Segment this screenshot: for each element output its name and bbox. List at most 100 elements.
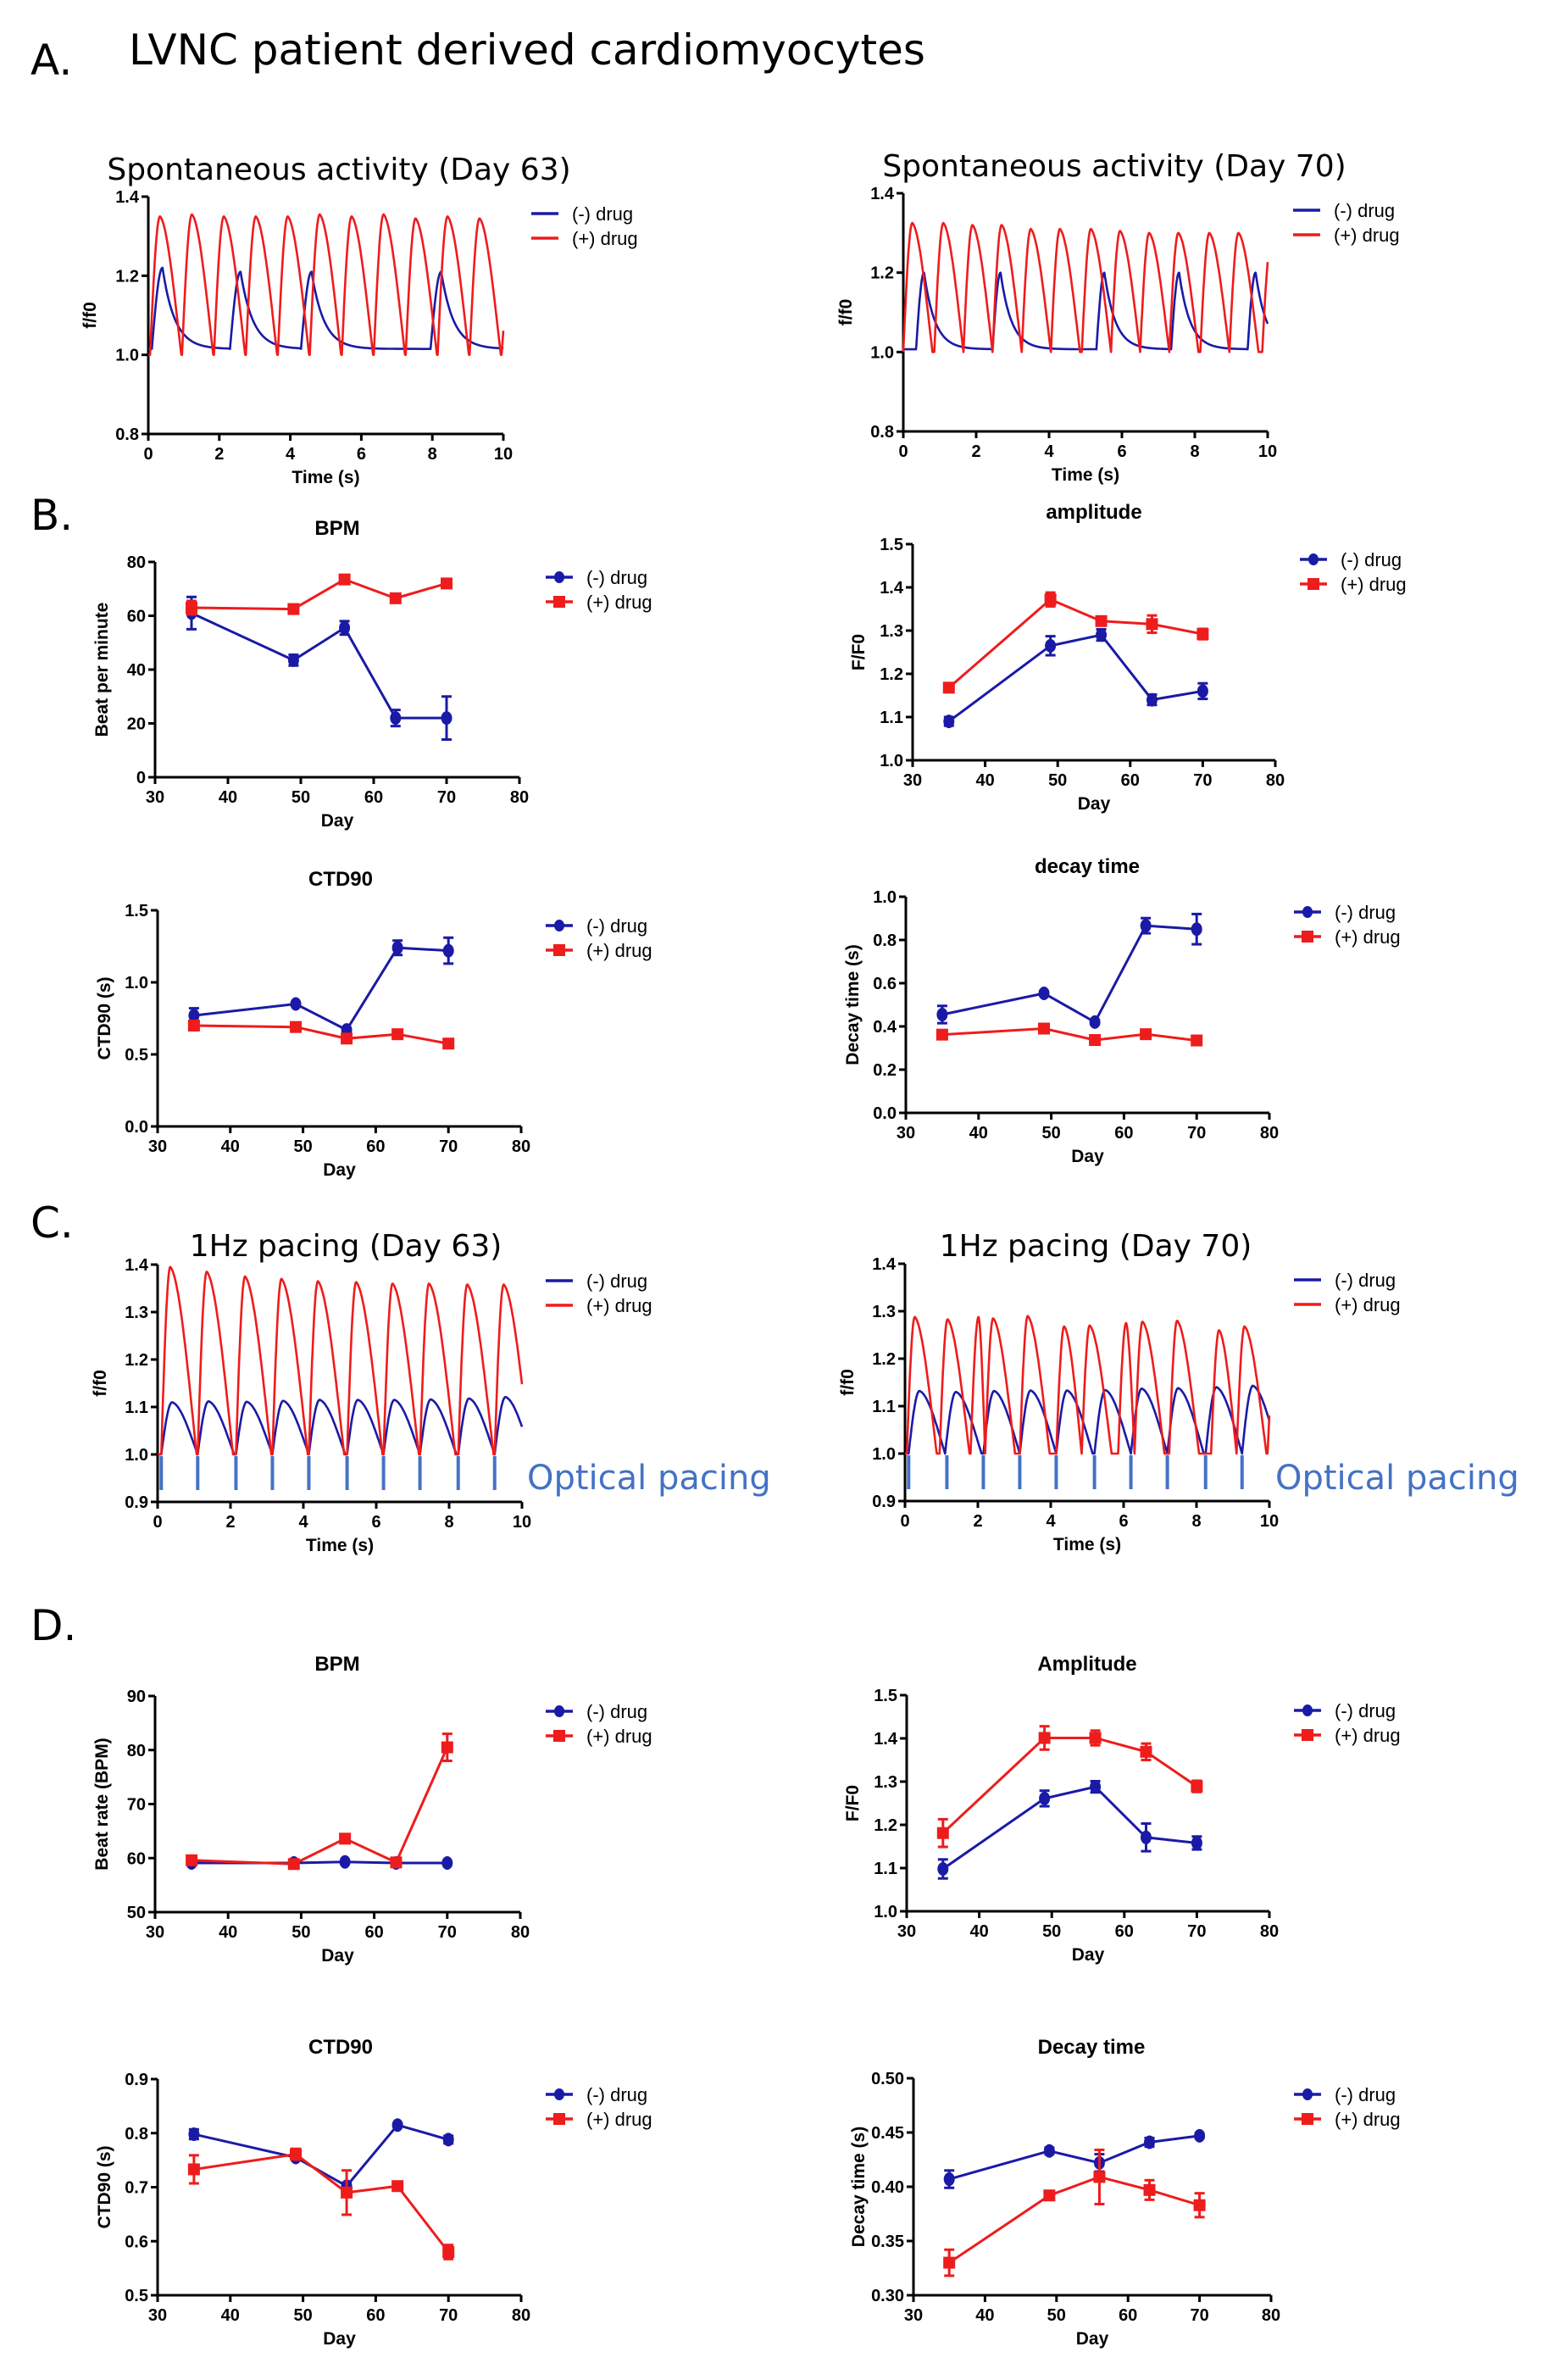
y-tick-label: 0.5 xyxy=(125,2287,148,2305)
legend-marker xyxy=(554,571,564,583)
data-point xyxy=(187,1020,200,1032)
chart-title: 1Hz pacing (Day 70) xyxy=(940,1229,1252,1264)
series-minus-drug xyxy=(904,1384,1271,1455)
data-point xyxy=(188,1009,200,1023)
data-point xyxy=(442,2133,454,2147)
y-axis-label: Decay time (s) xyxy=(843,944,863,1065)
y-tick-label: 0.7 xyxy=(125,2179,148,2198)
legend-label: (+) drug xyxy=(586,2109,652,2130)
x-tick-label: 60 xyxy=(1121,771,1140,790)
y-tick-label: 90 xyxy=(127,1688,146,1706)
data-point xyxy=(186,1854,198,1866)
series-plus-drug xyxy=(187,1020,455,1050)
data-point xyxy=(1090,1780,1102,1794)
data-point xyxy=(1093,2171,1106,2183)
data-point xyxy=(389,592,402,604)
x-tick-label: 4 xyxy=(298,1513,308,1532)
x-tick-label: 30 xyxy=(904,2306,923,2325)
legend-label: (+) drug xyxy=(1341,574,1407,595)
legend-label: (-) drug xyxy=(1335,902,1396,923)
y-axis-label: F/F0 xyxy=(849,634,869,670)
data-point xyxy=(1146,692,1158,707)
data-point xyxy=(441,1855,453,1870)
y-tick-label: 0.8 xyxy=(870,423,894,442)
legend-marker xyxy=(553,596,565,608)
trace-line xyxy=(904,1315,1271,1455)
y-tick-label: 1.2 xyxy=(874,1816,897,1835)
main-title: LVNC patient derived cardiomyocytes xyxy=(129,25,925,75)
x-tick-label: 50 xyxy=(1042,1922,1061,1941)
x-tick-label: 10 xyxy=(1260,1512,1279,1531)
y-tick-label: 0.0 xyxy=(873,1104,897,1123)
series-plus-drug xyxy=(936,1022,1203,1047)
x-tick-label: 10 xyxy=(513,1513,531,1532)
data-point xyxy=(936,1028,948,1041)
y-tick-label: 1.0 xyxy=(880,752,903,770)
x-tick-label: 2 xyxy=(225,1513,235,1532)
y-tick-label: 1.4 xyxy=(874,1730,898,1749)
chart-b2: amplitude 30 40 50 60 70 80 1.0 1.1 1.2 1.3 1.4 1.5 D… xyxy=(849,501,1407,814)
data-point xyxy=(1191,922,1202,937)
data-point xyxy=(1140,1745,1152,1758)
x-tick-label: 50 xyxy=(1047,2306,1066,2325)
y-tick-label: 0.5 xyxy=(125,1046,148,1065)
y-tick-label: 60 xyxy=(127,608,146,626)
chart-d4: Decay time 30 40 50 60 70 80 0.30 0.35 0.40 0.45 0.… xyxy=(849,2036,1401,2349)
data-point xyxy=(1038,1732,1051,1744)
legend: (-) drug (+) drug xyxy=(1294,1270,1401,1315)
y-tick-label: 0.6 xyxy=(125,2233,148,2251)
legend-label: (-) drug xyxy=(1335,1270,1396,1291)
legend-marker xyxy=(1302,1704,1313,1716)
x-tick-label: 30 xyxy=(146,788,164,807)
legend-label: (-) drug xyxy=(572,203,633,225)
legend: (-) drug (+) drug xyxy=(1294,1700,1401,1746)
legend-marker xyxy=(553,2113,565,2125)
series-minus-drug xyxy=(936,912,1202,1029)
x-tick-label: 50 xyxy=(293,1137,312,1156)
data-point xyxy=(1140,1830,1152,1844)
legend-label: (+) drug xyxy=(1334,225,1400,246)
legend: (-) drug (+) drug xyxy=(531,203,638,249)
legend: (-) drug (+) drug xyxy=(546,1701,652,1747)
series-plus-drug xyxy=(186,1732,453,1871)
y-tick-label: 1.2 xyxy=(880,665,903,684)
data-point xyxy=(338,573,351,586)
chart-d2: Amplitude 30 40 50 60 70 80 1.0 1.1 1.2 1.3 1.4 1.5 D… xyxy=(843,1653,1401,1965)
x-tick-label: 60 xyxy=(1114,1124,1133,1143)
x-tick-label: 10 xyxy=(1258,442,1277,461)
series-plus-drug xyxy=(902,221,1269,353)
y-axis-label: F/F0 xyxy=(843,1785,863,1821)
legend: (-) drug (+) drug xyxy=(1294,2084,1401,2130)
legend: (-) drug (+) drug xyxy=(546,2084,652,2130)
legend-marker xyxy=(554,2088,564,2100)
legend: (-) drug (+) drug xyxy=(546,915,652,961)
chart-title: Decay time xyxy=(1038,2036,1146,2059)
chart-b1: BPM 30 40 50 60 70 80 0 20 40 60 80 Day Beat per minu… xyxy=(92,517,652,831)
y-tick-label: 1.1 xyxy=(872,1398,896,1416)
x-tick-label: 40 xyxy=(969,1922,988,1941)
data-point xyxy=(339,1855,351,1869)
x-tick-label: 8 xyxy=(1190,442,1199,461)
data-point xyxy=(290,997,302,1011)
chart-c2: 1Hz pacing (Day 70) 0 2 4 6 8 10 0.9 1.0 1.1 1.2 1.… xyxy=(838,1229,1401,1554)
chart-title: BPM xyxy=(314,1653,359,1676)
x-tick-label: 60 xyxy=(366,2306,385,2325)
y-tick-label: 1.0 xyxy=(115,347,139,365)
chart-b4: decay time 30 40 50 60 70 80 0.0 0.2 0.4 0.6 0.8 1.0… xyxy=(843,855,1401,1166)
y-tick-label: 50 xyxy=(127,1904,146,1922)
y-axis-label: f/f0 xyxy=(838,1369,858,1396)
series-plus-drug xyxy=(187,2147,455,2260)
trace-line xyxy=(157,1265,524,1456)
y-tick-label: 1.0 xyxy=(874,1903,897,1921)
x-axis-label: Time (s) xyxy=(1052,465,1119,485)
data-point xyxy=(1038,986,1050,1000)
y-tick-label: 0.35 xyxy=(871,2233,904,2251)
legend-label: (-) drug xyxy=(586,1701,647,1722)
data-point xyxy=(391,941,403,955)
legend-label: (-) drug xyxy=(586,1271,647,1292)
series-plus-drug xyxy=(157,1265,524,1456)
data-point xyxy=(1191,1780,1203,1793)
x-axis-label: Day xyxy=(1071,1147,1104,1166)
y-tick-label: 1.0 xyxy=(870,343,894,362)
